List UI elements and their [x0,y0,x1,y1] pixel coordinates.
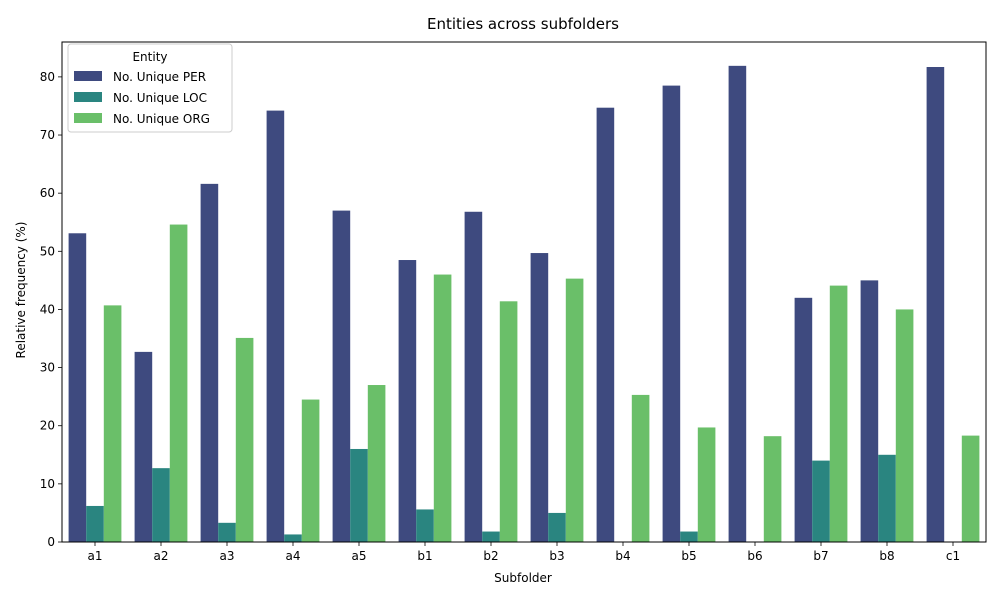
y-tick-label: 40 [40,302,55,316]
plot-frame [61,41,987,543]
x-tick-label: b5 [681,549,696,563]
bar [103,305,122,542]
bar [895,309,914,542]
y-tick-label: 70 [40,128,55,142]
x-tick-label: b1 [417,549,432,563]
x-tick-label: a4 [286,549,301,563]
bar [829,285,848,542]
bar [350,448,368,542]
x-tick-label: b8 [879,549,894,563]
bar [499,301,518,542]
legend-entry-label: No. Unique LOC [113,91,207,105]
bar [416,509,434,542]
x-tick-label: c1 [946,549,960,563]
bar [548,512,566,542]
bar [794,297,813,542]
x-tick-label: b6 [747,549,762,563]
bar [697,427,716,542]
bar [464,211,483,542]
x-tick-label: b7 [813,549,828,563]
bar [530,253,549,542]
bar [961,435,980,542]
bar [284,534,302,542]
legend: Entity No. Unique PER No. Unique LOC No. U… [67,43,233,133]
bar [926,67,945,542]
legend-entry-label: No. Unique ORG [113,112,210,126]
legend-swatch [74,71,102,81]
bar [728,65,747,542]
bar [86,505,104,542]
x-tick-label: a2 [154,549,169,563]
axes-layer: 0 10 20 30 40 50 60 70 80 a1 a2 a3 a4 a5 b1 b2 b3 b4 b5 b6 b… [40,41,987,563]
bar [433,274,452,542]
legend-swatch [74,92,102,102]
bar [763,436,782,542]
bar [631,394,650,542]
y-tick-label: 80 [40,70,55,84]
bar [680,531,698,542]
bars-layer [68,65,980,543]
y-tick-label: 50 [40,244,55,258]
bar [235,337,254,542]
bar [596,107,615,542]
legend-title: Entity [132,50,167,64]
bar [332,210,351,542]
chart-title: Entities across subfolders [427,15,619,33]
y-tick-label: 0 [47,535,55,549]
bar [878,454,896,542]
x-axis-label: Subfolder [494,571,552,585]
bar [301,399,320,542]
bar [218,522,236,542]
bar [398,260,417,542]
y-tick-label: 30 [40,361,55,375]
bar [152,468,170,542]
bar [367,385,386,542]
x-tick-label: a3 [220,549,235,563]
bar [169,224,188,542]
bar [565,278,584,542]
bar [266,110,285,543]
bar [482,531,500,542]
x-tick-label: a5 [352,549,367,563]
y-tick-label: 20 [40,419,55,433]
legend-swatch [74,113,102,123]
y-axis-label: Relative frequency (%) [14,222,28,359]
x-tick-label: a1 [88,549,103,563]
y-tick-label: 10 [40,477,55,491]
x-tick-label: b4 [615,549,630,563]
legend-frame [67,43,233,133]
bar [200,183,219,542]
x-tick-label: b2 [483,549,498,563]
legend-entry-label: No. Unique PER [113,70,206,84]
y-tick-label: 60 [40,186,55,200]
bar [134,351,153,542]
bar [662,85,681,543]
bar [860,280,879,542]
bar [68,233,87,543]
x-tick-label: b3 [549,549,564,563]
bar [812,460,830,542]
